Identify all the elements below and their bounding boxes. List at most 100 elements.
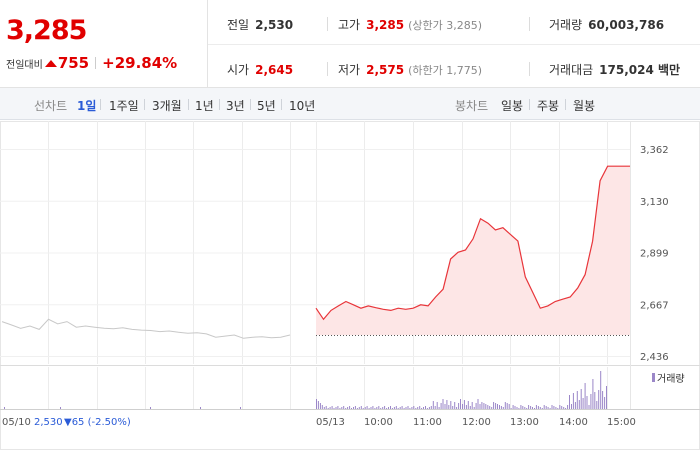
volume-bar bbox=[380, 408, 382, 409]
volume-bar bbox=[444, 404, 446, 409]
volume-bar bbox=[586, 396, 588, 409]
volume-bar bbox=[485, 404, 487, 409]
volume-bar bbox=[349, 406, 351, 409]
volume-bar bbox=[351, 408, 352, 409]
volume-bar bbox=[390, 406, 391, 409]
volume-bar bbox=[518, 408, 520, 409]
volume-bar bbox=[329, 407, 331, 409]
period-3y-tab[interactable]: 3년 bbox=[226, 99, 245, 113]
period-5y-tab[interactable]: 5년 bbox=[257, 99, 276, 113]
volume-bar bbox=[502, 407, 504, 409]
volume-bar bbox=[483, 403, 485, 409]
volume-bar bbox=[555, 407, 557, 409]
period-1d-tab[interactable]: 1일 bbox=[77, 99, 97, 113]
change-divider bbox=[95, 57, 97, 69]
volume-bar bbox=[506, 403, 508, 409]
volume-bar bbox=[360, 406, 362, 409]
volume-bar bbox=[395, 406, 397, 409]
stat-label: 거래대금 bbox=[549, 63, 594, 77]
volume-bar bbox=[576, 391, 578, 409]
volume-bar bbox=[397, 408, 399, 409]
stat-value: 2,645 bbox=[255, 63, 294, 77]
volume-bar bbox=[150, 407, 151, 409]
volume-bar bbox=[405, 407, 407, 409]
volume-bar bbox=[604, 397, 606, 409]
volume-bar bbox=[317, 401, 319, 409]
stat-value: 2,575 bbox=[366, 63, 405, 77]
divider bbox=[250, 99, 251, 110]
volume-bar bbox=[580, 389, 582, 409]
volume-bar bbox=[415, 408, 417, 409]
period-1y-tab[interactable]: 1년 bbox=[195, 99, 214, 113]
period-1w-tab[interactable]: 1주일 bbox=[109, 99, 139, 113]
volume-bar bbox=[578, 400, 580, 409]
volume-bar bbox=[382, 407, 384, 409]
volume-bar bbox=[450, 401, 452, 409]
volume-bar bbox=[391, 408, 393, 409]
divider bbox=[281, 99, 282, 110]
volume-bar bbox=[356, 408, 358, 409]
candle-monthly-tab[interactable]: 월봉 bbox=[573, 99, 596, 113]
volume-bar bbox=[462, 404, 463, 409]
candle-weekly-tab[interactable]: 주봉 bbox=[537, 99, 560, 113]
volume-bar bbox=[327, 408, 329, 409]
volume-bar bbox=[345, 408, 347, 409]
volume-bar bbox=[479, 404, 481, 409]
volume-bar bbox=[596, 401, 598, 409]
volume-bar bbox=[364, 407, 366, 409]
volume-bar bbox=[339, 408, 341, 409]
volume-bar bbox=[557, 408, 559, 409]
x-tick-label: 05/13 bbox=[316, 417, 345, 428]
volume-bar bbox=[528, 405, 530, 409]
volume-bar bbox=[500, 406, 502, 409]
volume-bar bbox=[516, 407, 518, 409]
volume-bar bbox=[460, 399, 461, 409]
y-tick-label: 3,130 bbox=[640, 197, 669, 208]
candle-daily-tab[interactable]: 일봉 bbox=[501, 99, 524, 113]
volume-bar bbox=[411, 407, 413, 409]
divider bbox=[188, 99, 189, 110]
prev-day-date-label: 05/10 bbox=[2, 417, 31, 428]
volume-bar bbox=[553, 406, 555, 409]
volume-bar bbox=[426, 408, 428, 409]
volume-bar bbox=[432, 401, 434, 409]
period-3m-tab[interactable]: 3개월 bbox=[152, 99, 182, 113]
chart-canvas: 3,362 3,130 2,899 2,667 2,436 거래량 05/13 10:00 11… bbox=[0, 121, 700, 450]
volume-bar bbox=[354, 406, 356, 409]
period-10y-tab[interactable]: 10년 bbox=[289, 99, 316, 113]
volume-bar bbox=[393, 407, 395, 409]
x-tick-label: 10:00 bbox=[364, 417, 393, 428]
volume-bar bbox=[456, 407, 458, 409]
divider bbox=[565, 99, 566, 110]
current-price: 3,285 bbox=[6, 15, 87, 46]
volume-bar bbox=[495, 403, 497, 409]
volume-bar bbox=[403, 408, 405, 409]
volume-bar bbox=[374, 408, 376, 409]
stat-label: 저가 bbox=[338, 63, 361, 77]
volume-bar bbox=[407, 406, 409, 409]
volume-bar bbox=[370, 407, 372, 409]
change-percent: +29.84% bbox=[102, 54, 178, 72]
intraday-chart[interactable]: 3,362 3,130 2,899 2,667 2,436 거래량 05/13 10:00 11… bbox=[0, 121, 700, 450]
volume-bar bbox=[376, 407, 378, 409]
volume-bar bbox=[561, 406, 563, 409]
volume-bar bbox=[582, 398, 584, 409]
price-summary: 3,285 전일대비 755 +29.84% 전일 2,530 고가 3,285 (상한가… bbox=[0, 0, 700, 88]
stat-label: 고가 bbox=[338, 18, 361, 32]
stat-value: 175,024 백만 bbox=[599, 63, 681, 77]
volume-bar bbox=[438, 407, 440, 409]
volume-bar bbox=[321, 405, 323, 409]
volume-bar bbox=[347, 407, 349, 409]
volume-bar bbox=[600, 371, 602, 409]
volume-bar bbox=[539, 407, 541, 409]
stat-prev-close: 전일 2,530 bbox=[227, 16, 293, 33]
divider bbox=[529, 62, 530, 76]
volume-bar bbox=[372, 406, 374, 409]
volume-bar bbox=[549, 408, 551, 409]
volume-bar bbox=[413, 406, 415, 409]
prev-day-close-label: 2,530 bbox=[34, 417, 63, 428]
volume-bar bbox=[428, 407, 430, 409]
volume-bar bbox=[489, 406, 491, 409]
volume-bar bbox=[598, 390, 600, 409]
volume-bar bbox=[532, 407, 533, 409]
